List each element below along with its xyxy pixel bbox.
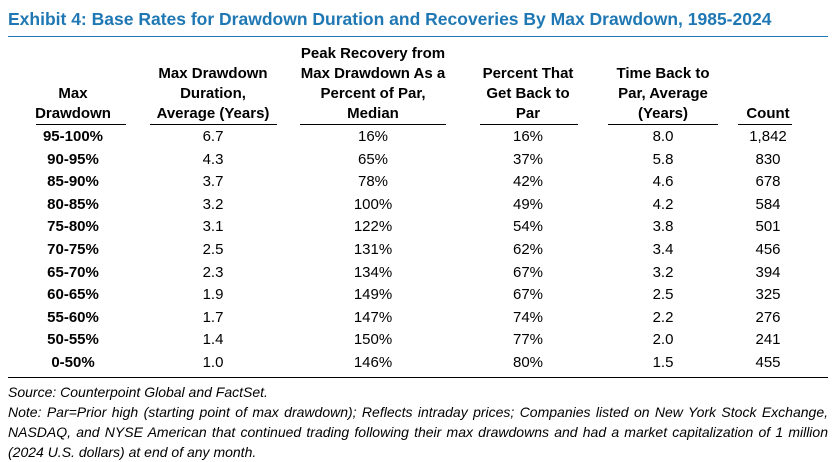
header-underline	[36, 124, 126, 125]
drawdown-bucket: 0-50%	[51, 353, 95, 371]
header-underline	[608, 124, 718, 125]
table-row: 80-85% 3.2 100% 49% 4.2 584	[8, 194, 828, 217]
title-divider	[8, 36, 828, 37]
cell-percent-back: 49%	[512, 195, 544, 213]
drawdown-table: 95-100% 6.7 16% 16% 8.0 1,842 90-95% 4.3…	[8, 126, 828, 375]
header-duration: Max Drawdown Duration, Average (Years)	[156, 65, 270, 122]
cell-count: 455	[755, 353, 781, 371]
cell-percent-back: 80%	[512, 353, 544, 371]
cell-time-back: 4.6	[652, 173, 674, 191]
drawdown-bucket: 90-95%	[47, 150, 99, 168]
exhibit-title: Exhibit 4: Base Rates for Drawdown Durat…	[8, 9, 772, 29]
cell-duration: 3.7	[202, 173, 224, 191]
cell-time-back: 2.2	[652, 308, 674, 326]
cell-count: 1,842	[749, 128, 787, 145]
table-row: 70-75% 2.5 131% 62% 3.4 456	[8, 239, 828, 262]
cell-count: 394	[755, 263, 781, 281]
table-row: 85-90% 3.7 78% 42% 4.6 678	[8, 171, 828, 194]
header-peak-recovery: Peak Recovery from Max Drawdown As a Per…	[300, 45, 446, 122]
cell-count: 276	[755, 308, 781, 326]
header-count: Count	[746, 105, 790, 122]
table-bottom-divider	[8, 377, 828, 378]
cell-duration: 3.1	[202, 218, 224, 236]
drawdown-bucket: 75-80%	[47, 218, 99, 236]
cell-peak-recovery: 150%	[353, 331, 393, 349]
table-row: 75-80% 3.1 122% 54% 3.8 501	[8, 216, 828, 239]
cell-time-back: 3.8	[652, 218, 674, 236]
cell-duration: 1.0	[202, 353, 224, 371]
cell-time-back: 2.5	[652, 286, 674, 304]
cell-count: 584	[755, 195, 781, 213]
cell-count: 678	[755, 173, 781, 191]
drawdown-bucket: 70-75%	[47, 240, 99, 258]
table-row: 55-60% 1.7 147% 74% 2.2 276	[8, 307, 828, 330]
header-max-drawdown: Max Drawdown	[35, 85, 111, 122]
drawdown-bucket: 50-55%	[47, 331, 99, 349]
cell-peak-recovery: 16%	[357, 128, 389, 145]
cell-duration: 4.3	[202, 150, 224, 168]
cell-duration: 1.7	[202, 308, 224, 326]
table-row: 0-50% 1.0 146% 80% 1.5 455	[8, 352, 828, 375]
cell-peak-recovery: 146%	[353, 353, 393, 371]
cell-peak-recovery: 65%	[357, 150, 389, 168]
header-percent-back: Percent That Get Back to Par	[482, 65, 574, 122]
table-row: 60-65% 1.9 149% 67% 2.5 325	[8, 284, 828, 307]
cell-percent-back: 37%	[512, 150, 544, 168]
cell-peak-recovery: 134%	[353, 263, 393, 281]
cell-duration: 2.5	[202, 240, 224, 258]
drawdown-bucket: 60-65%	[47, 286, 99, 304]
drawdown-bucket: 65-70%	[47, 263, 99, 281]
drawdown-bucket: 80-85%	[47, 195, 99, 213]
header-time-back: Time Back to Par, Average (Years)	[616, 65, 710, 122]
cell-duration: 6.7	[202, 128, 224, 145]
footnote: Note: Par=Prior high (starting point of …	[8, 404, 828, 460]
cell-percent-back: 77%	[512, 331, 544, 349]
cell-duration: 1.9	[202, 286, 224, 304]
drawdown-bucket: 55-60%	[47, 308, 99, 326]
drawdown-bucket: 85-90%	[47, 173, 99, 191]
cell-count: 241	[755, 331, 781, 349]
cell-time-back: 3.4	[652, 240, 674, 258]
header-underline	[738, 124, 792, 125]
cell-duration: 1.4	[202, 331, 224, 349]
cell-percent-back: 67%	[512, 286, 544, 304]
cell-time-back: 5.8	[652, 150, 674, 168]
cell-peak-recovery: 78%	[357, 173, 389, 191]
cell-peak-recovery: 131%	[353, 240, 393, 258]
cell-time-back: 2.0	[652, 331, 674, 349]
cell-peak-recovery: 100%	[353, 195, 393, 213]
cell-count: 325	[755, 286, 781, 304]
cell-time-back: 1.5	[652, 353, 674, 371]
cell-duration: 2.3	[202, 263, 224, 281]
table-row: 65-70% 2.3 134% 67% 3.2 394	[8, 262, 828, 285]
cell-percent-back: 16%	[512, 128, 544, 145]
table-row: 50-55% 1.4 150% 77% 2.0 241	[8, 329, 828, 352]
cell-time-back: 3.2	[652, 263, 674, 281]
cell-duration: 3.2	[202, 195, 224, 213]
cell-peak-recovery: 149%	[353, 286, 393, 304]
cell-time-back: 4.2	[652, 195, 674, 213]
cell-percent-back: 54%	[512, 218, 544, 236]
cell-count: 830	[755, 150, 781, 168]
table-row: 90-95% 4.3 65% 37% 5.8 830	[8, 149, 828, 172]
cell-peak-recovery: 122%	[353, 218, 393, 236]
cell-peak-recovery: 147%	[353, 308, 393, 326]
cell-percent-back: 74%	[512, 308, 544, 326]
header-underline	[480, 124, 578, 125]
header-underline	[150, 124, 277, 125]
cell-percent-back: 67%	[512, 263, 544, 281]
header-underline	[300, 124, 446, 125]
cell-count: 501	[755, 218, 781, 236]
cell-percent-back: 42%	[512, 173, 544, 191]
cell-time-back: 8.0	[652, 128, 674, 145]
source-note: Source: Counterpoint Global and FactSet.	[8, 384, 268, 400]
cell-percent-back: 62%	[512, 240, 544, 258]
drawdown-bucket: 95-100%	[42, 128, 104, 145]
cell-count: 456	[755, 240, 781, 258]
table-row: 95-100% 6.7 16% 16% 8.0 1,842	[8, 126, 828, 149]
